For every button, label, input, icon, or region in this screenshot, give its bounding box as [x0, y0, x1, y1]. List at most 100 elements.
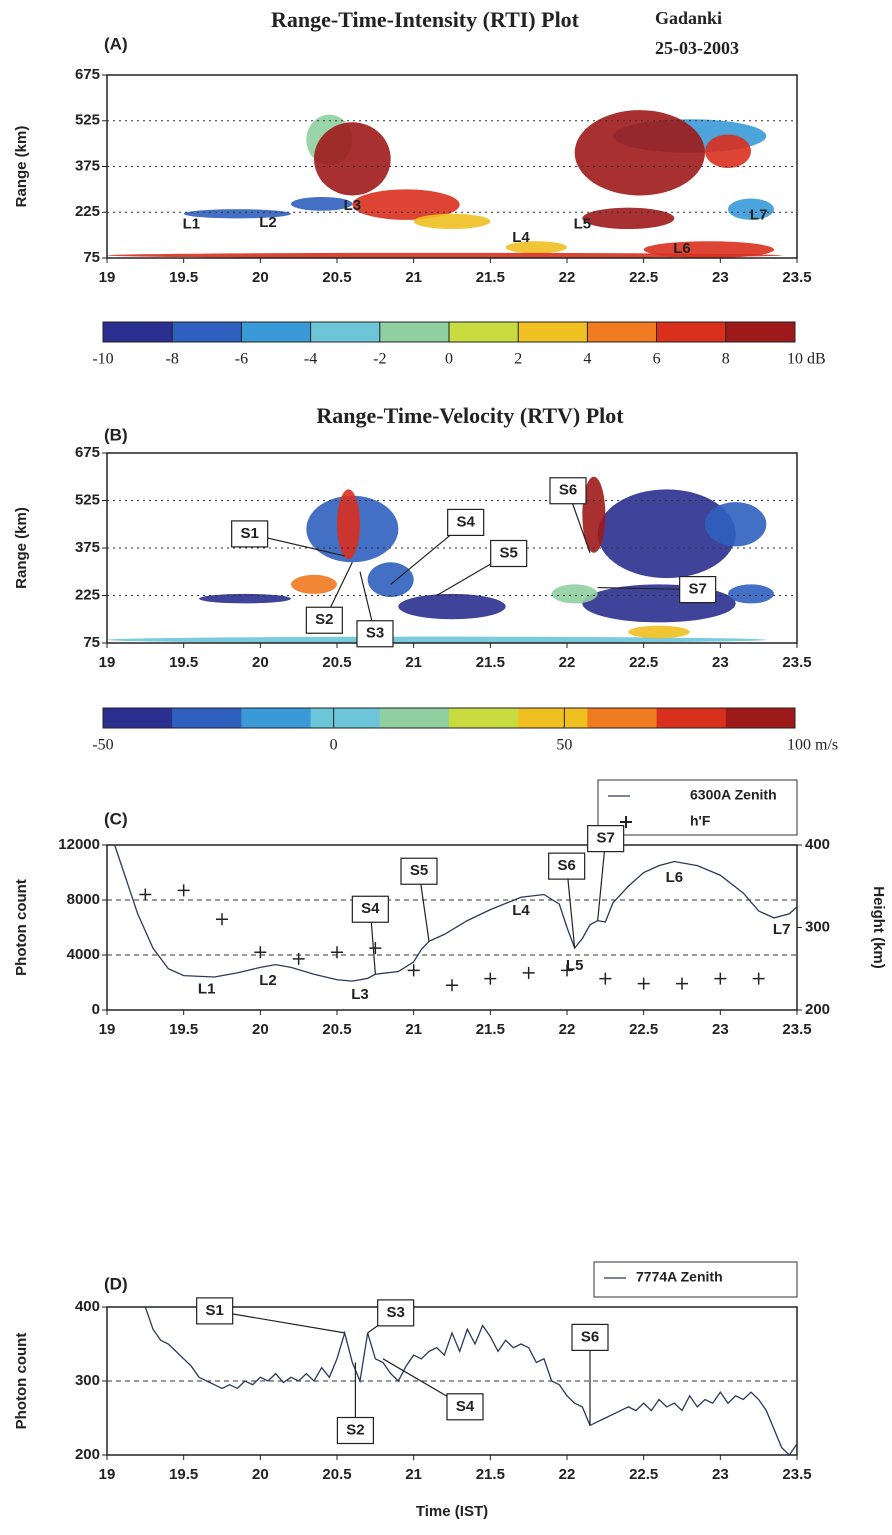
y-tick-label: 4000 — [67, 946, 100, 963]
colorbar-segment — [310, 708, 381, 728]
date: 25-03-2003 — [655, 38, 739, 58]
colorbar-tick-label: -50 — [92, 737, 113, 754]
marker — [254, 946, 267, 959]
x-tick-label: 21.5 — [476, 654, 505, 671]
echo — [337, 489, 360, 560]
callout-label: S3 — [386, 1304, 404, 1321]
legend-label: 7774A Zenith — [636, 1269, 723, 1285]
x-tick-label: 23.5 — [782, 1466, 811, 1483]
region-label: L1 — [183, 215, 201, 232]
colorbar-segment — [241, 322, 312, 342]
colorbar-segment — [725, 708, 796, 728]
y-tick-label: 75 — [83, 634, 100, 651]
y-tick-label: 675 — [75, 66, 100, 83]
callout-leader — [566, 866, 576, 949]
y-tick-label: 400 — [75, 1298, 100, 1315]
echo — [582, 476, 606, 553]
colorbar-segment — [103, 322, 173, 342]
legend-label: 6300A Zenith — [690, 787, 777, 803]
x-tick-label: 23.5 — [782, 1021, 811, 1038]
x-tick-label: 19.5 — [169, 1466, 198, 1483]
x-tick-label: 19 — [99, 654, 116, 671]
x-tick-label: 19.5 — [169, 654, 198, 671]
callout-box — [571, 1323, 609, 1352]
callout-box — [446, 1393, 484, 1421]
region-label: L5 — [566, 957, 584, 974]
colorbar-segment — [725, 322, 796, 342]
echo — [597, 489, 736, 579]
callout-box — [305, 606, 343, 634]
y2-tick-label: 200 — [805, 1001, 830, 1018]
legend-marker — [620, 816, 632, 828]
region-label: L4 — [512, 229, 530, 246]
y-tick-label: 375 — [75, 539, 100, 556]
callout-label: S4 — [456, 513, 475, 530]
echo — [291, 197, 353, 211]
colorbar-tick-label: 2 — [514, 351, 522, 368]
colorbar-tick-label: 10 dB — [787, 351, 826, 368]
region-label: L6 — [673, 240, 691, 257]
marker — [676, 977, 688, 990]
region-label: L7 — [773, 921, 791, 938]
echo — [574, 110, 705, 196]
x-tick-label: 20 — [252, 1466, 269, 1483]
callout-label: S4 — [361, 900, 380, 917]
y2-tick-label: 400 — [805, 836, 830, 853]
callout-leader — [597, 838, 607, 921]
colorbar-segment — [587, 708, 658, 728]
callout-box — [356, 620, 394, 648]
line — [144, 1306, 798, 1456]
callout-box — [490, 539, 528, 568]
echo-layer — [107, 110, 782, 258]
y-axis-label: Photon count — [13, 879, 30, 976]
x-tick-label: 21 — [405, 1021, 422, 1038]
x-tick-label: 21.5 — [476, 1021, 505, 1038]
colorbar-segment — [518, 322, 588, 342]
x-tick-label: 22.5 — [629, 1466, 658, 1483]
region-label: L6 — [666, 869, 684, 886]
echo — [107, 252, 782, 258]
x-tick-label: 20.5 — [322, 1466, 351, 1483]
callout-label: S5 — [499, 544, 517, 561]
echo — [413, 213, 491, 230]
y2-tick-label: 300 — [805, 918, 830, 935]
colorbar-segment — [656, 708, 727, 728]
colorbar-tick-label: -4 — [304, 351, 317, 368]
colorbar-segment — [449, 708, 519, 728]
legend-label: h'F — [690, 813, 711, 829]
callout-box — [548, 852, 586, 880]
echo — [728, 584, 774, 604]
x-tick-label: 22 — [559, 654, 576, 671]
colorbar-segment — [241, 708, 312, 728]
x-tick-label: 23 — [712, 1466, 729, 1483]
y-axis-label: Range (km) — [13, 126, 30, 208]
callout-label: S6 — [559, 482, 577, 499]
y-axis-label: Range (km) — [13, 507, 30, 589]
x-tick-label: 21.5 — [476, 1466, 505, 1483]
colorbar-tick-label: 0 — [330, 737, 338, 754]
y-tick-label: 225 — [75, 203, 100, 220]
callout-leader — [214, 1310, 345, 1334]
x-tick-label: 23 — [712, 269, 729, 286]
region-label: L5 — [574, 215, 592, 232]
echo — [728, 198, 774, 220]
callout-box — [231, 520, 269, 548]
legend-box — [597, 779, 798, 836]
colorbar-segment — [449, 322, 519, 342]
marker — [369, 942, 382, 955]
region-label: L3 — [344, 197, 362, 214]
line — [114, 844, 798, 982]
x-tick-label: 19.5 — [169, 1021, 198, 1038]
callout-label: S2 — [346, 1421, 364, 1438]
marker — [752, 972, 765, 985]
colorbar-segment — [310, 322, 381, 342]
colorbar-tick-label: 6 — [653, 351, 661, 368]
echo — [643, 241, 774, 258]
echo — [628, 625, 690, 639]
marker — [714, 972, 727, 985]
y-tick-label: 8000 — [67, 891, 100, 908]
x-tick-label: 22.5 — [629, 269, 658, 286]
x-tick-label: 23 — [712, 1021, 729, 1038]
colorbar-segment — [103, 708, 173, 728]
panel-label: (A) — [104, 34, 128, 53]
